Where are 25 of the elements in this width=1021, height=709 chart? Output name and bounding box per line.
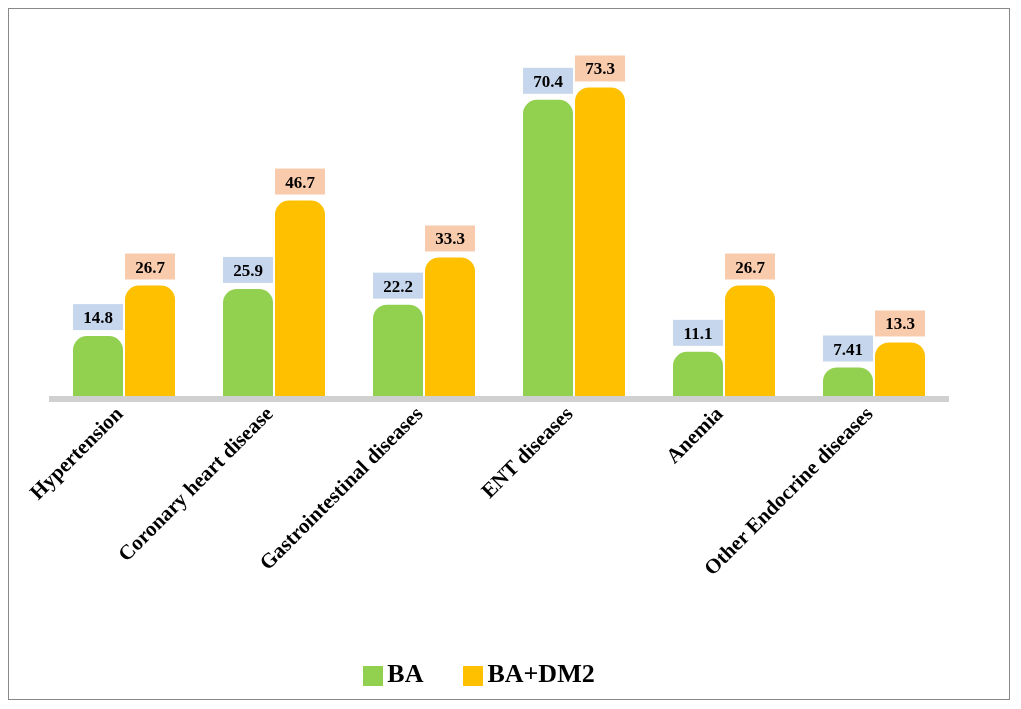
bar bbox=[223, 288, 273, 399]
bar bbox=[523, 99, 573, 399]
data-label: 25.9 bbox=[233, 260, 263, 280]
data-label: 46.7 bbox=[285, 172, 316, 192]
data-label: 22.2 bbox=[383, 276, 413, 296]
bar bbox=[275, 200, 325, 399]
data-label: 13.3 bbox=[885, 314, 915, 334]
bar bbox=[73, 336, 123, 399]
bar bbox=[875, 342, 925, 399]
data-label: 33.3 bbox=[435, 229, 465, 249]
data-label: 14.8 bbox=[83, 308, 113, 328]
legend-label: BA+DM2 bbox=[487, 659, 595, 688]
data-label: 11.1 bbox=[683, 323, 713, 343]
data-label: 73.3 bbox=[585, 59, 615, 79]
bar bbox=[673, 351, 723, 399]
bar bbox=[575, 87, 625, 399]
data-label: 26.7 bbox=[135, 257, 166, 277]
bar bbox=[373, 304, 423, 399]
data-label: 26.7 bbox=[735, 257, 766, 277]
legend-label: BA bbox=[387, 659, 424, 688]
data-label: 7.41 bbox=[833, 339, 863, 359]
bar bbox=[125, 285, 175, 399]
data-label: 70.4 bbox=[533, 71, 564, 91]
bar bbox=[425, 257, 475, 399]
bar bbox=[725, 285, 775, 399]
